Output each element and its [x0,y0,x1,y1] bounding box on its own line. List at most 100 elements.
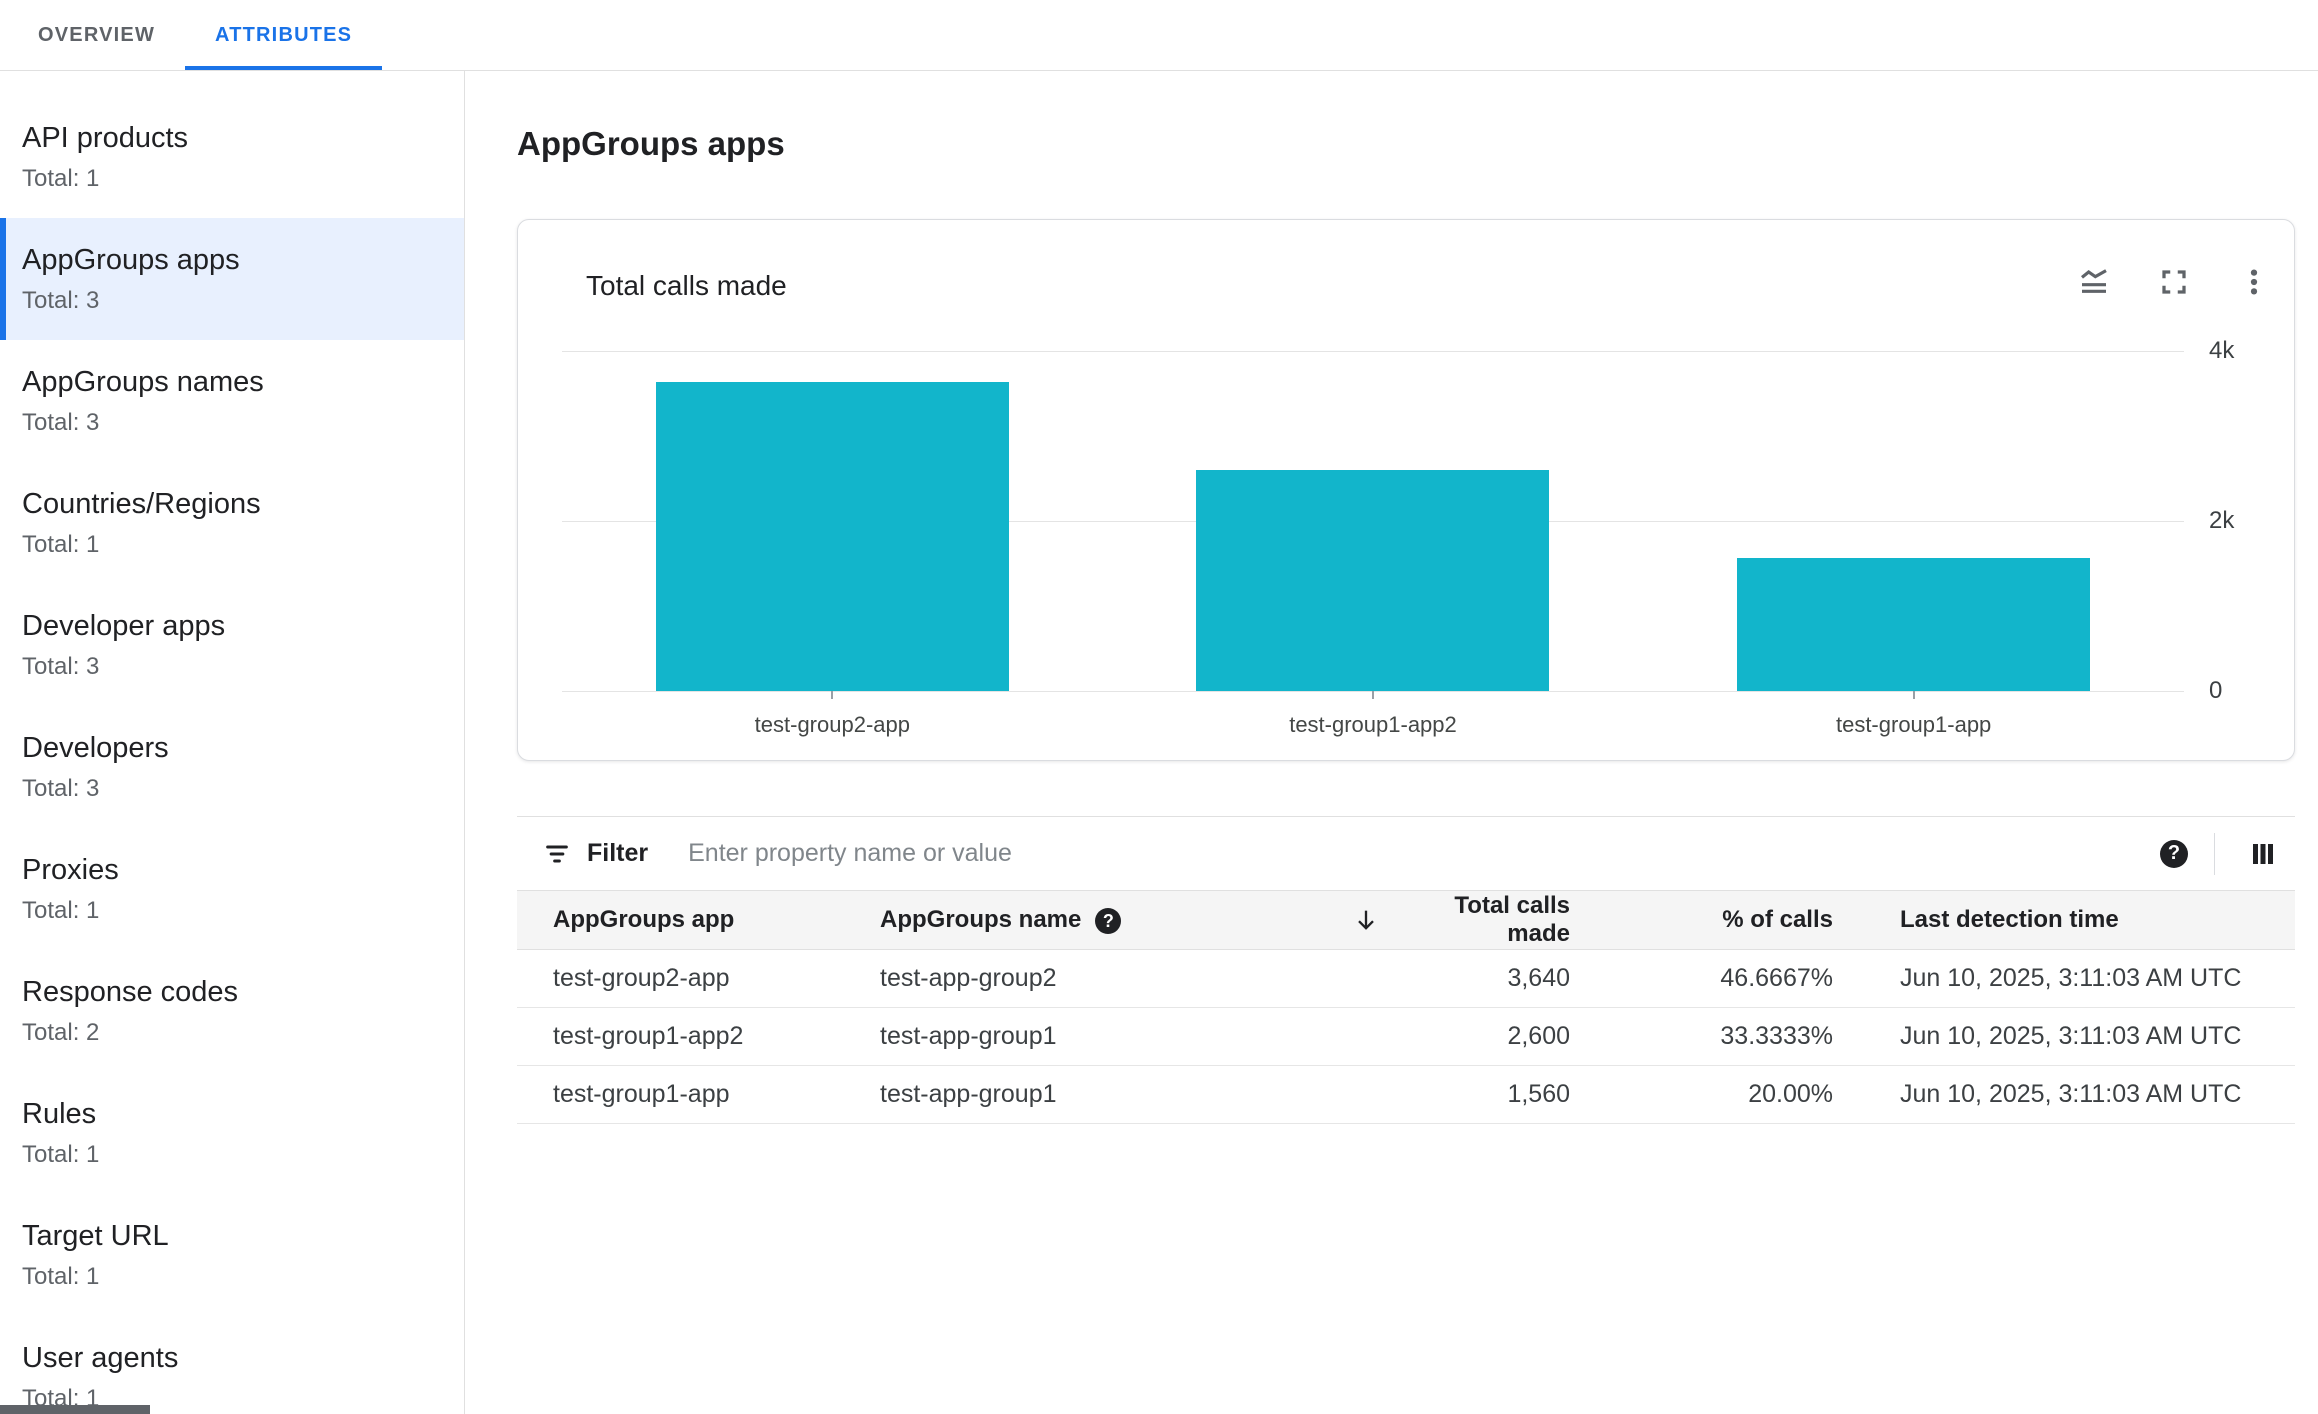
column-header-label: Last detection time [1900,906,2119,933]
table-row: test-group1-app test-app-group1 1,560 20.00… [517,1066,2295,1124]
column-header[interactable]: Last detection time [1833,906,2295,934]
sidebar-item[interactable]: User agents Total: 1 [0,1316,464,1414]
chart-actions [2072,260,2276,304]
chart-plot-area: 4k 2k 0 [562,337,2234,704]
column-header[interactable]: % of calls [1570,906,1833,934]
y-axis-label: 0 [2209,677,2223,704]
x-axis-slot: test-group2-app [656,691,1009,738]
x-axis-slot: test-group1-app [1737,691,2090,738]
sidebar-item-total: Total: 3 [22,409,100,436]
table-row: test-group2-app test-app-group2 3,640 46.66… [517,950,2295,1008]
table-cell: test-app-group1 [880,1022,1057,1050]
table-cell: 2,600 [1507,1022,1570,1050]
x-axis-tick [1912,691,1915,699]
table-cell: 3,640 [1507,964,1570,992]
y-axis-label: 2k [2209,507,2235,534]
table-row: test-group1-app2 test-app-group1 2,600 33.3… [517,1008,2295,1066]
chart-title: Total calls made [586,270,787,301]
sidebar-item-total: Total: 3 [22,653,100,680]
column-header-label: AppGroups name [880,905,1082,933]
tab-bar: OVERVIEW ATTRIBUTES [0,0,2318,71]
table-cell: Jun 10, 2025, 3:11:03 AM UTC [1900,1022,2242,1050]
sidebar-item[interactable]: Proxies Total: 1 [0,828,464,950]
chart-bar[interactable] [1196,470,1550,691]
sort-descending-icon [1358,910,1374,930]
sidebar-item-label: User agents [22,1342,179,1374]
sidebar-item-label: Response codes [22,976,239,1008]
sidebar-item-label: AppGroups names [22,366,264,398]
more-options-icon[interactable] [2232,260,2276,304]
sidebar-item-label: AppGroups apps [22,244,240,276]
sidebar-item[interactable]: AppGroups apps Total: 3 [0,218,464,340]
sidebar-item[interactable]: Rules Total: 1 [0,1072,464,1194]
y-axis-label: 4k [2209,337,2235,364]
tab-overview[interactable]: OVERVIEW [38,23,156,46]
filter-input[interactable] [688,839,2160,868]
area-chart-icon[interactable] [2072,260,2116,304]
column-header[interactable]: AppGroups app [553,906,880,934]
main-content: AppGroups apps Total calls made [465,71,2318,1414]
column-header-label: % of calls [1722,906,1833,933]
sidebar-item[interactable]: API products Total: 1 [0,96,464,218]
table-cell: test-app-group1 [880,1080,1057,1108]
sidebar-item-total: Total: 2 [22,1019,100,1046]
table-cell: test-group2-app [553,964,730,992]
columns-icon[interactable] [2241,832,2285,876]
column-header-label: AppGroups app [553,906,735,933]
sidebar-item-total: Total: 1 [22,531,100,558]
table-cell: 46.6667% [1720,964,1833,992]
sidebar-item-total: Total: 3 [22,775,100,802]
fullscreen-icon[interactable] [2152,260,2196,304]
sidebar-item-label: Countries/Regions [22,488,261,520]
table-cell: 1,560 [1507,1080,1570,1108]
tab-attributes[interactable]: ATTRIBUTES [185,0,382,70]
column-header[interactable]: AppGroups name? [880,906,1352,935]
chart-card: Total calls made [517,219,2295,761]
sidebar-item[interactable]: Response codes Total: 2 [0,950,464,1072]
table-cell: test-group1-app2 [553,1022,744,1050]
x-axis-slot: test-group1-app2 [1196,691,1549,738]
x-axis-label: test-group1-app [1835,712,1992,737]
x-axis-tick [831,691,834,699]
column-header[interactable]: Total calls made [1352,892,1570,948]
table-body: test-group2-app test-app-group2 3,640 46.66… [517,950,2295,1124]
x-axis-label: test-group1-app2 [1289,712,1457,737]
sidebar-item-label: Proxies [22,854,119,886]
grid-line [562,351,2184,352]
chart-bar[interactable] [1737,558,2091,691]
sidebar: API products Total: 1 AppGroups apps Tot… [0,71,465,1414]
sidebar-item[interactable]: AppGroups names Total: 3 [0,340,464,462]
table-cell: 20.00% [1748,1080,1833,1108]
table-section: Filter ? AppGroups app AppGroups name? To… [517,816,2295,1124]
chart-x-axis: test-group2-app test-group1-app2 test-grou… [562,691,2184,738]
table-cell: test-app-group2 [880,964,1057,992]
sidebar-item[interactable]: Developers Total: 3 [0,706,464,828]
table-cell: Jun 10, 2025, 3:11:03 AM UTC [1900,964,2242,992]
table-header: AppGroups app AppGroups name? Total calls… [517,890,2295,950]
sidebar-item-label: Target URL [22,1220,169,1252]
sidebar-item-label: Rules [22,1098,97,1130]
help-icon[interactable]: ? [1095,908,1122,935]
page-title: AppGroups apps [517,125,785,162]
filter-label: Filter [587,839,649,867]
sidebar-item-total: Total: 1 [22,1263,100,1290]
x-axis-tick [1371,691,1374,699]
table-cell: 33.3333% [1720,1022,1833,1050]
sidebar-item-total: Total: 1 [22,897,100,924]
sidebar-item-label: Developer apps [22,610,226,642]
sidebar-item-total: Total: 3 [22,287,100,314]
help-icon[interactable]: ? [2160,839,2188,868]
sidebar-item-total: Total: 1 [22,165,100,192]
divider [2214,832,2215,875]
horizontal-scrollbar-thumb[interactable] [0,1405,150,1414]
chart-bars [562,351,2184,691]
x-axis-label: test-group2-app [754,712,910,737]
sidebar-item-total: Total: 1 [22,1141,100,1168]
filter-icon [543,840,571,868]
sidebar-item-label: Developers [22,732,169,764]
chart-bar[interactable] [655,381,1009,691]
column-header-label: Total calls made [1454,892,1570,947]
sidebar-item[interactable]: Developer apps Total: 3 [0,584,464,706]
sidebar-item[interactable]: Countries/Regions Total: 1 [0,462,464,584]
sidebar-item[interactable]: Target URL Total: 1 [0,1194,464,1316]
